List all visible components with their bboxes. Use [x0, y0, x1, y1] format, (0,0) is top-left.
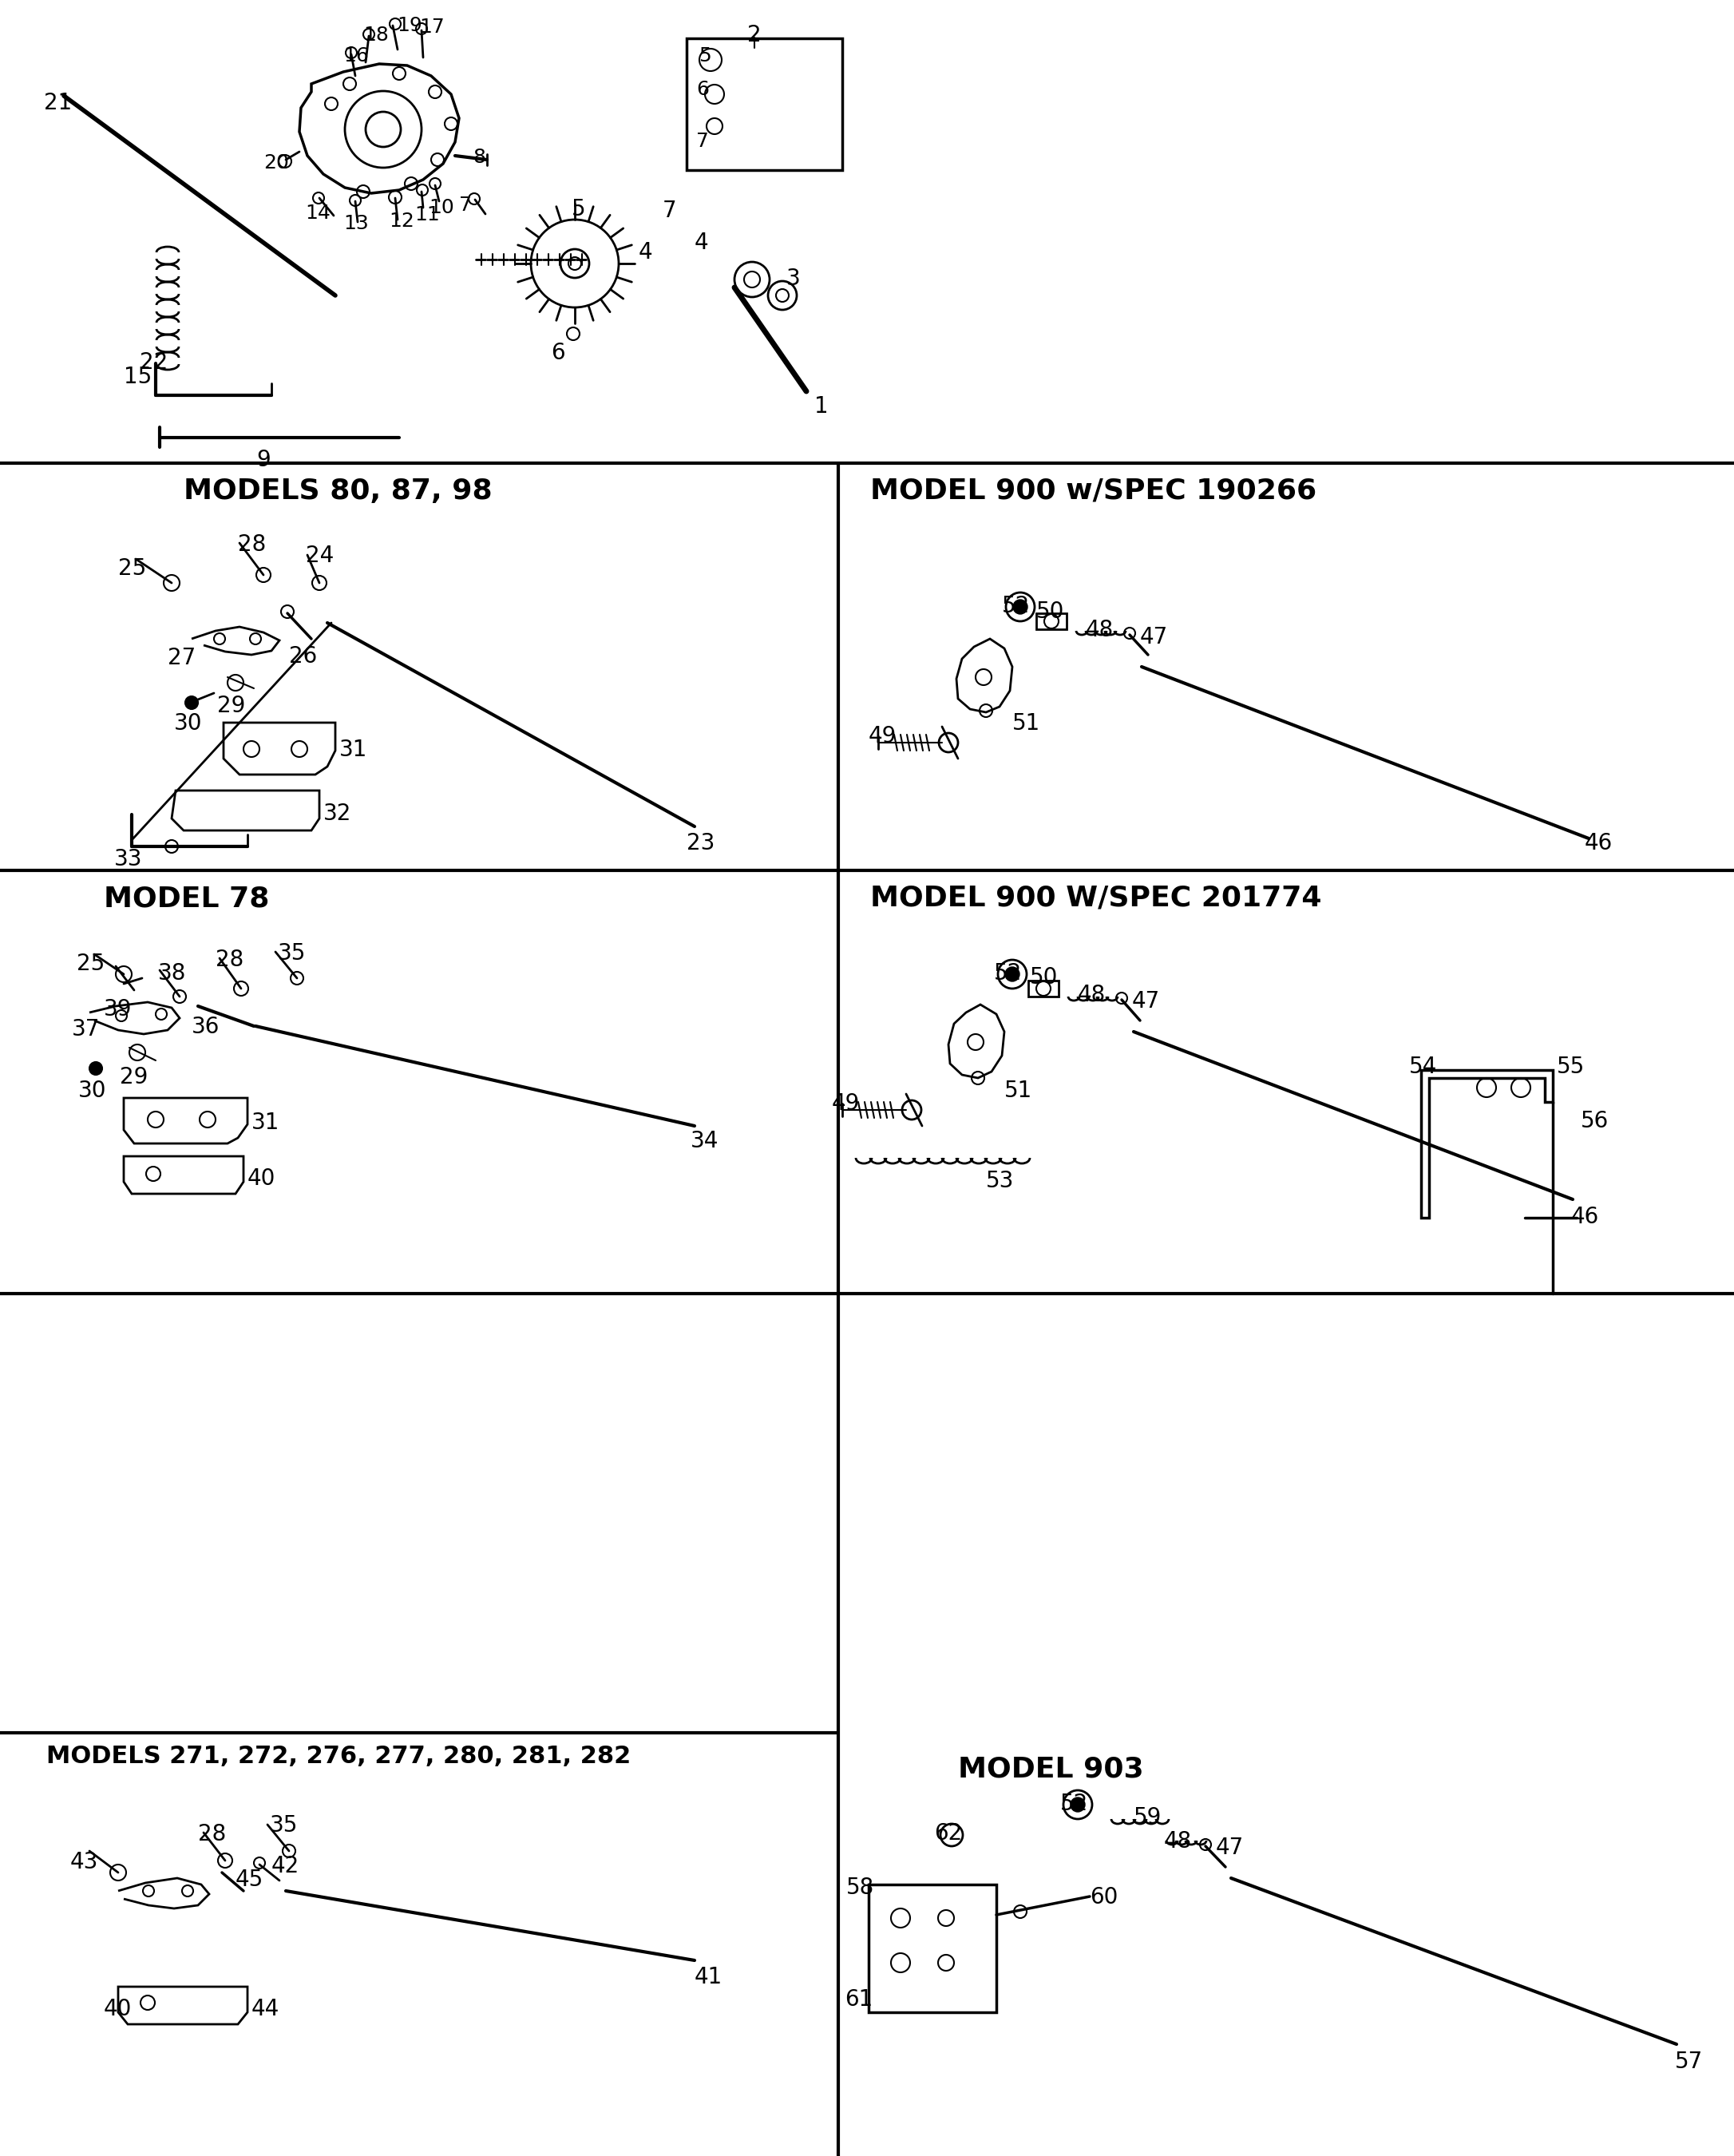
Text: 51: 51 [1013, 711, 1040, 735]
Text: 28: 28 [198, 1824, 225, 1846]
Text: 38: 38 [158, 962, 186, 985]
Text: 48: 48 [1079, 983, 1106, 1007]
Text: 35: 35 [271, 1813, 298, 1837]
Text: MODEL 903: MODEL 903 [957, 1755, 1144, 1783]
Text: 20: 20 [264, 153, 290, 172]
Text: 53: 53 [987, 1171, 1014, 1192]
Text: 17: 17 [420, 17, 444, 37]
Text: 52: 52 [1059, 1792, 1089, 1815]
Text: 41: 41 [695, 1966, 723, 1988]
Text: 13: 13 [343, 213, 369, 233]
Text: 3: 3 [786, 267, 801, 289]
Text: MODEL 78: MODEL 78 [104, 884, 269, 912]
Text: 51: 51 [1004, 1080, 1032, 1102]
Text: 27: 27 [168, 647, 196, 668]
Text: 37: 37 [71, 1018, 101, 1041]
Text: 47: 47 [1132, 990, 1160, 1013]
Text: MODELS 271, 272, 276, 277, 280, 281, 282: MODELS 271, 272, 276, 277, 280, 281, 282 [47, 1744, 631, 1768]
Text: 35: 35 [277, 942, 307, 964]
Text: 11: 11 [414, 205, 440, 224]
Circle shape [186, 696, 198, 709]
Text: 4: 4 [695, 231, 709, 254]
Text: 46: 46 [1571, 1205, 1599, 1229]
Text: 7: 7 [662, 201, 676, 222]
Text: 43: 43 [71, 1852, 99, 1874]
Text: 7: 7 [460, 196, 472, 216]
Text: 44: 44 [251, 1999, 279, 2020]
Text: 49: 49 [869, 724, 896, 748]
Text: 7: 7 [695, 132, 709, 151]
Text: 61: 61 [844, 1988, 872, 2012]
Text: 6: 6 [695, 80, 709, 99]
Text: 25: 25 [118, 558, 146, 580]
Text: 15: 15 [123, 367, 153, 388]
Text: MODELS 80, 87, 98: MODELS 80, 87, 98 [184, 476, 492, 505]
Text: 8: 8 [473, 149, 486, 166]
Text: 10: 10 [428, 198, 454, 218]
Text: 34: 34 [690, 1130, 720, 1151]
Text: 60: 60 [1089, 1886, 1118, 1908]
Text: 29: 29 [120, 1065, 147, 1089]
Text: 1: 1 [815, 395, 829, 418]
Text: 50: 50 [1037, 602, 1065, 623]
Text: MODEL 900 W/SPEC 201774: MODEL 900 W/SPEC 201774 [870, 884, 1321, 912]
Text: 30: 30 [78, 1080, 106, 1102]
Text: 56: 56 [1581, 1110, 1609, 1132]
Text: 28: 28 [238, 533, 265, 556]
Text: 29: 29 [217, 694, 246, 718]
Text: 5: 5 [699, 45, 711, 65]
Text: 50: 50 [1030, 966, 1058, 990]
Text: 40: 40 [104, 1999, 132, 2020]
Text: 47: 47 [1216, 1837, 1243, 1858]
Text: 28: 28 [215, 949, 244, 970]
Bar [1037, 612, 1066, 630]
Text: 48: 48 [1164, 1830, 1193, 1852]
Text: 31: 31 [251, 1112, 279, 1134]
Text: 48: 48 [1085, 619, 1113, 640]
Text: 26: 26 [290, 645, 317, 668]
Text: 59: 59 [1134, 1807, 1162, 1828]
Text: 57: 57 [1675, 2050, 1703, 2072]
Text: 5: 5 [572, 198, 586, 220]
Text: 52: 52 [994, 962, 1021, 985]
Text: 52: 52 [1002, 595, 1030, 617]
Text: 19: 19 [397, 15, 421, 34]
Text: 32: 32 [323, 802, 352, 826]
Text: 2: 2 [747, 24, 761, 45]
Bar [1028, 981, 1058, 996]
Text: 62: 62 [935, 1822, 962, 1846]
Text: 23: 23 [687, 832, 714, 854]
Text: 40: 40 [248, 1166, 276, 1190]
Circle shape [1006, 968, 1020, 981]
Text: 58: 58 [846, 1876, 874, 1899]
Text: 25: 25 [76, 953, 104, 975]
Text: 4: 4 [638, 241, 652, 263]
Text: 54: 54 [1410, 1056, 1437, 1078]
Text: 47: 47 [1139, 625, 1169, 649]
Text: 18: 18 [362, 26, 388, 45]
Text: 46: 46 [1585, 832, 1613, 854]
Text: 6: 6 [551, 343, 565, 364]
Text: 33: 33 [114, 847, 142, 871]
Circle shape [90, 1063, 102, 1076]
Text: 36: 36 [191, 1015, 220, 1037]
Text: 21: 21 [43, 93, 73, 114]
Text: 45: 45 [236, 1869, 264, 1891]
Text: 49: 49 [832, 1093, 860, 1115]
Text: 30: 30 [173, 711, 203, 735]
Circle shape [1070, 1798, 1085, 1811]
Circle shape [1013, 599, 1028, 614]
Text: 14: 14 [305, 203, 331, 222]
Text: 39: 39 [104, 998, 132, 1020]
Text: 9: 9 [257, 448, 271, 472]
Text: 12: 12 [388, 211, 414, 231]
Text: 42: 42 [272, 1854, 300, 1878]
Text: 16: 16 [343, 45, 369, 65]
Text: MODEL 900 w/SPEC 190266: MODEL 900 w/SPEC 190266 [870, 476, 1316, 505]
Text: 55: 55 [1557, 1056, 1585, 1078]
Text: 22: 22 [140, 351, 168, 373]
Text: 24: 24 [305, 545, 335, 567]
Text: 31: 31 [340, 740, 368, 761]
Bar [687, 39, 843, 170]
